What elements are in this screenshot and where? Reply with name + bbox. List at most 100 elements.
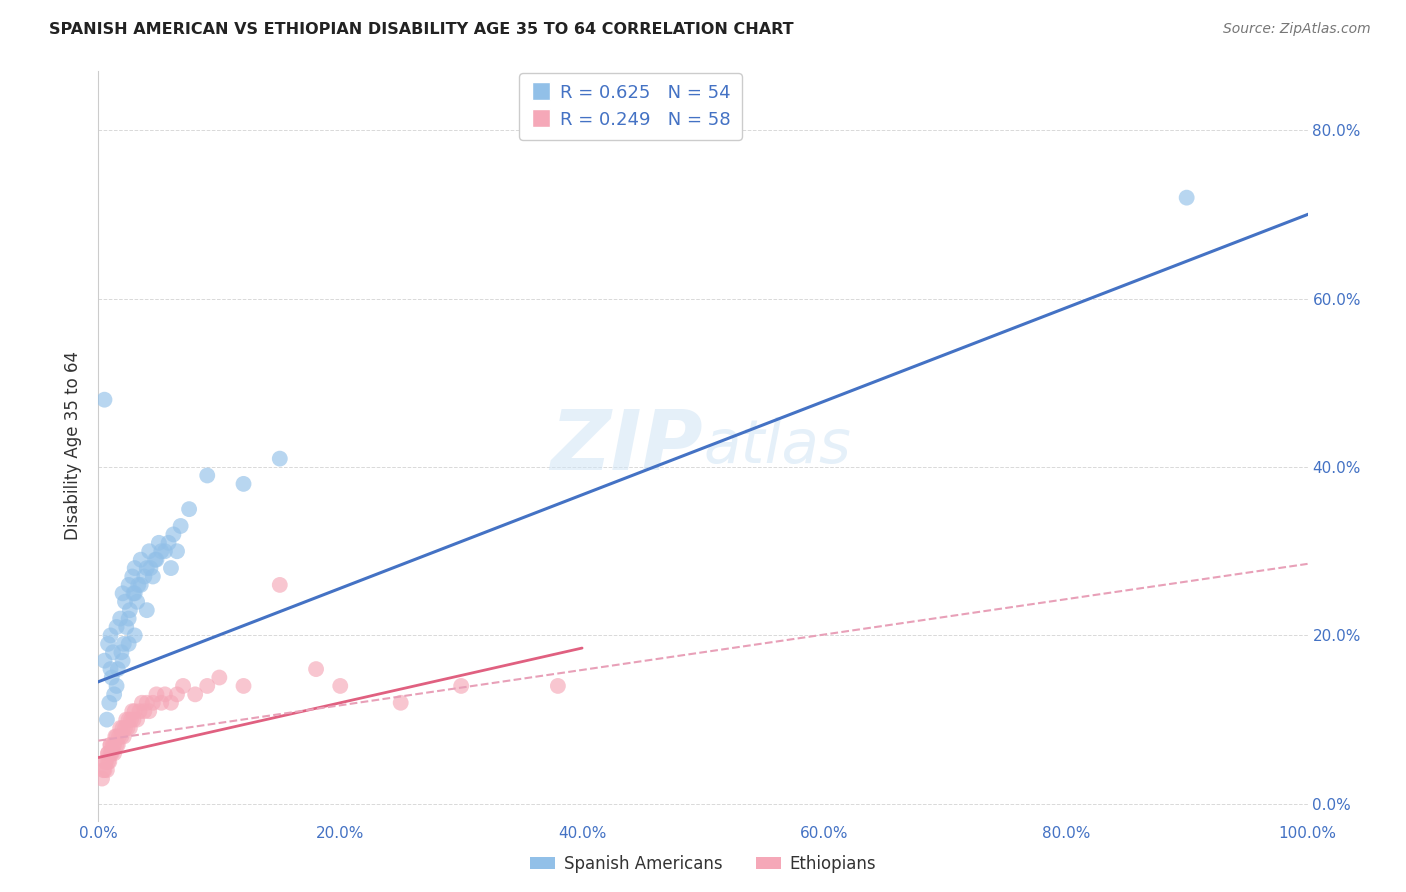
Point: [139, 561, 162, 575]
Point: [118, 721, 141, 735]
Point: [120, 713, 142, 727]
Point: [305, 662, 328, 676]
Point: [129, 552, 152, 566]
Point: [124, 628, 146, 642]
Point: [105, 620, 128, 634]
Point: [138, 544, 160, 558]
Point: [329, 679, 352, 693]
Point: [208, 671, 231, 685]
Point: [98, 755, 121, 769]
Point: [169, 519, 191, 533]
Point: [166, 544, 188, 558]
Point: [100, 738, 122, 752]
Point: [93, 763, 115, 777]
Point: [127, 595, 149, 609]
Point: [153, 687, 176, 701]
Point: [166, 687, 188, 701]
Point: [547, 679, 569, 693]
Point: [160, 696, 183, 710]
Point: [100, 746, 122, 760]
Point: [150, 544, 173, 558]
Point: [96, 763, 118, 777]
Point: [124, 586, 146, 600]
Point: [103, 687, 125, 701]
Point: [145, 552, 167, 566]
Point: [150, 696, 173, 710]
Point: [127, 578, 149, 592]
Point: [93, 654, 115, 668]
Legend: R = 0.625   N = 54, R = 0.249   N = 58: R = 0.625 N = 54, R = 0.249 N = 58: [519, 73, 742, 139]
Y-axis label: Disability Age 35 to 64: Disability Age 35 to 64: [65, 351, 83, 541]
Point: [143, 552, 166, 566]
Point: [135, 603, 157, 617]
Point: [184, 687, 207, 701]
Point: [134, 704, 156, 718]
Point: [100, 671, 122, 685]
Text: ZIP: ZIP: [550, 406, 703, 486]
Text: Source: ZipAtlas.com: Source: ZipAtlas.com: [1223, 22, 1371, 37]
Point: [121, 569, 143, 583]
Point: [100, 746, 122, 760]
Point: [269, 451, 291, 466]
Point: [1175, 191, 1198, 205]
Point: [107, 662, 129, 676]
Point: [148, 536, 170, 550]
Text: atlas: atlas: [703, 417, 851, 475]
Point: [118, 603, 141, 617]
Point: [118, 578, 141, 592]
Point: [100, 662, 122, 676]
Point: [157, 536, 180, 550]
Point: [450, 679, 472, 693]
Point: [101, 645, 124, 659]
Point: [107, 738, 129, 752]
Point: [179, 502, 201, 516]
Point: [135, 561, 157, 575]
Point: [93, 392, 115, 407]
Point: [97, 746, 120, 760]
Point: [172, 679, 194, 693]
Point: [128, 704, 150, 718]
Legend: Spanish Americans, Ethiopians: Spanish Americans, Ethiopians: [523, 848, 883, 880]
Point: [110, 730, 132, 744]
Point: [389, 696, 412, 710]
Point: [118, 637, 141, 651]
Point: [117, 721, 139, 735]
Point: [110, 645, 132, 659]
Point: [118, 611, 141, 625]
Point: [195, 679, 218, 693]
Point: [160, 561, 183, 575]
Point: [232, 476, 254, 491]
Point: [91, 763, 114, 777]
Point: [112, 637, 135, 651]
Point: [134, 569, 156, 583]
Point: [162, 527, 184, 541]
Point: [122, 586, 145, 600]
Point: [100, 738, 122, 752]
Point: [111, 654, 134, 668]
Point: [103, 738, 125, 752]
Point: [97, 637, 120, 651]
Point: [108, 730, 131, 744]
Point: [115, 620, 138, 634]
Point: [94, 755, 117, 769]
Point: [96, 713, 118, 727]
Point: [124, 704, 146, 718]
Point: [129, 578, 152, 592]
Point: [145, 687, 167, 701]
Point: [105, 679, 128, 693]
Point: [118, 713, 141, 727]
Point: [97, 755, 120, 769]
Point: [122, 713, 145, 727]
Point: [114, 595, 136, 609]
Text: SPANISH AMERICAN VS ETHIOPIAN DISABILITY AGE 35 TO 64 CORRELATION CHART: SPANISH AMERICAN VS ETHIOPIAN DISABILITY…: [49, 22, 794, 37]
Point: [232, 679, 254, 693]
Point: [142, 569, 165, 583]
Point: [104, 730, 127, 744]
Point: [153, 544, 176, 558]
Point: [101, 738, 124, 752]
Point: [98, 696, 121, 710]
Point: [91, 772, 114, 786]
Point: [269, 578, 291, 592]
Point: [112, 730, 135, 744]
Point: [100, 628, 122, 642]
